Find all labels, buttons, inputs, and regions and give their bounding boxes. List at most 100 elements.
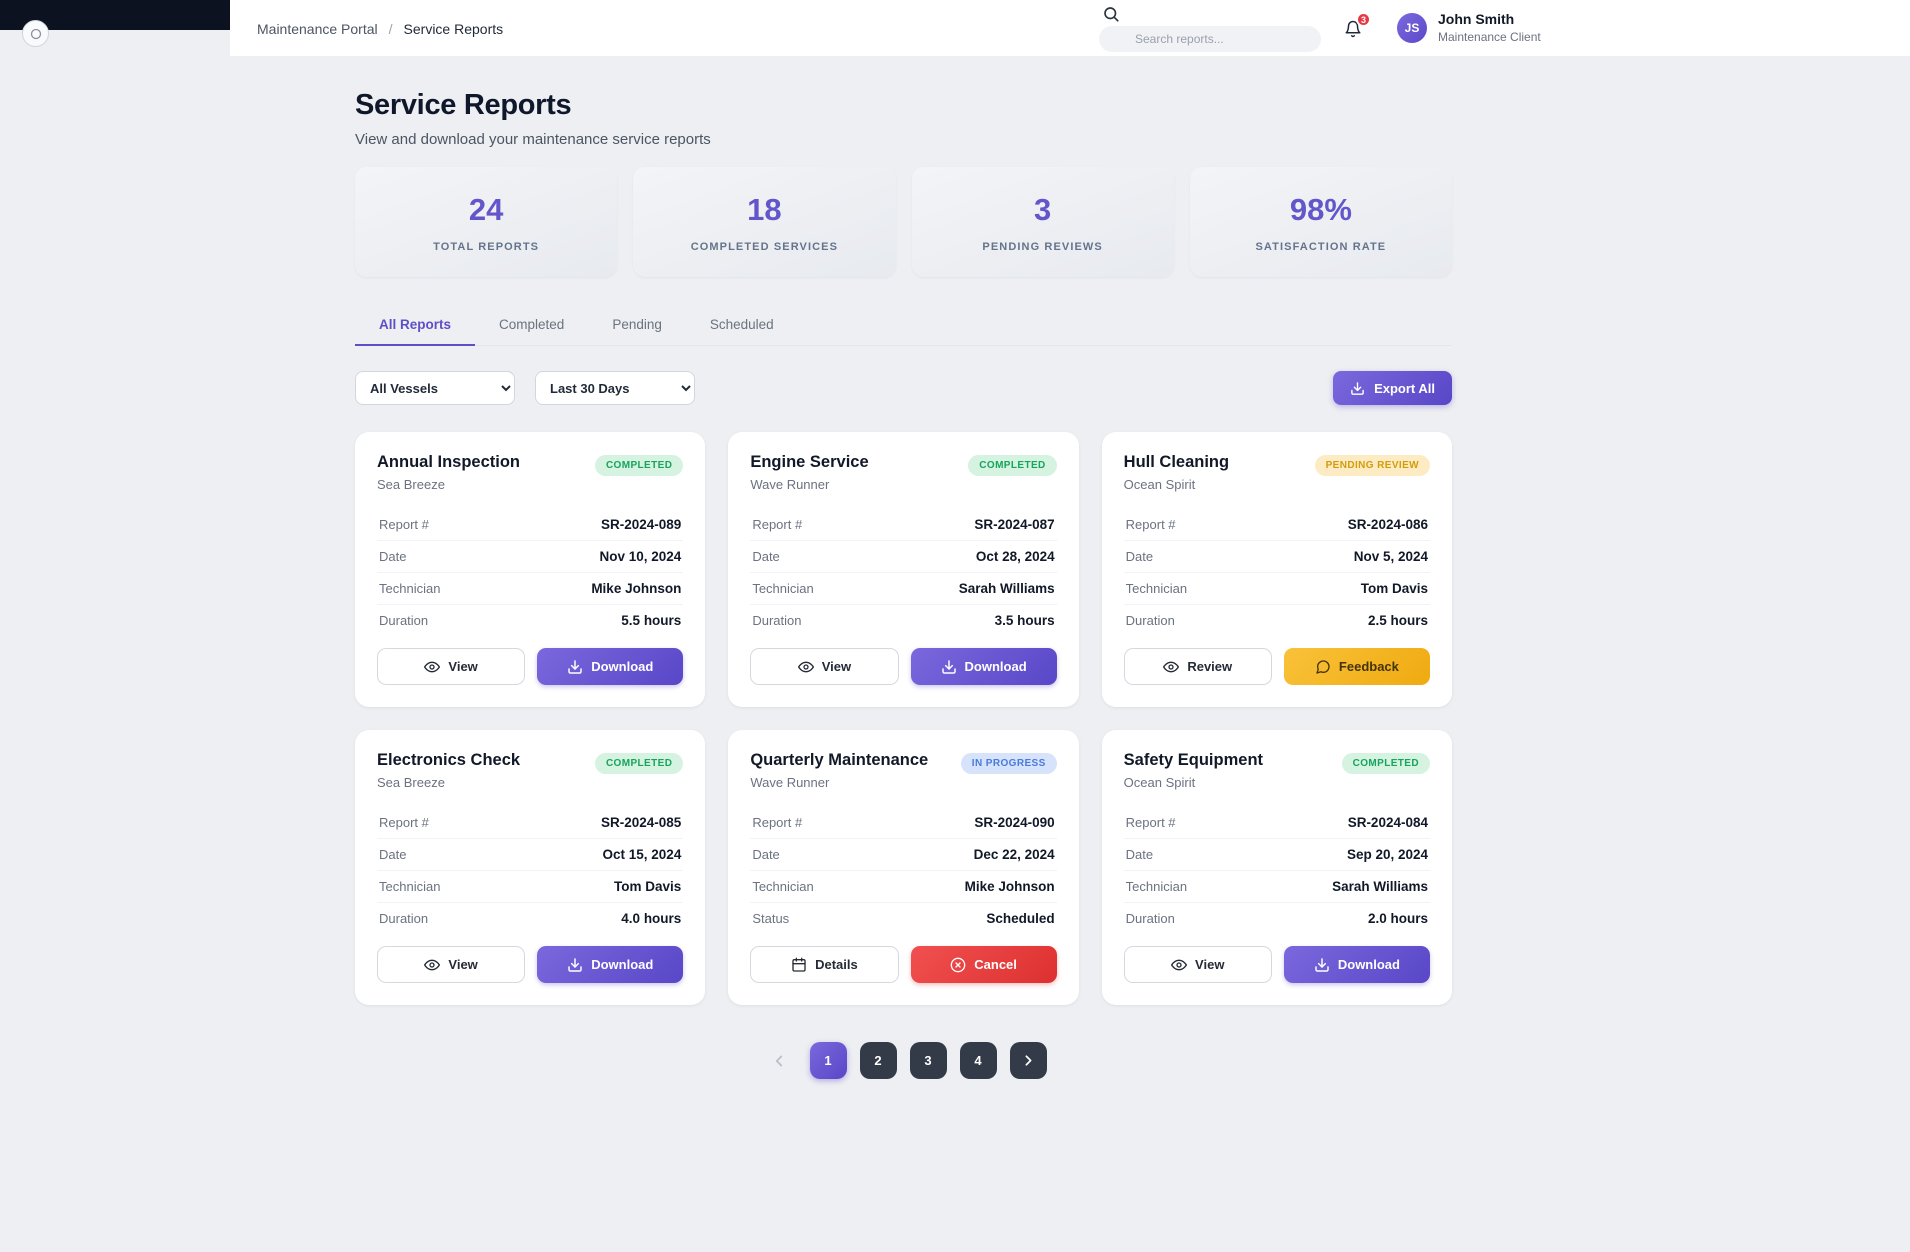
cancel-button[interactable]: Cancel [910,946,1057,983]
eye-icon [424,659,441,675]
report-card: Quarterly Maintenance Wave Runner IN PRO… [728,730,1079,1005]
field-row: Date Oct 28, 2024 [750,541,1057,573]
top-header: Maintenance Portal / Service Reports 3 J… [230,0,1910,57]
chevron-right-icon [1020,1052,1037,1069]
details-button[interactable]: Details [750,946,899,983]
status-badge: COMPLETED [594,455,684,476]
chat-icon [1315,659,1331,675]
page-button-1[interactable]: 1 [809,1042,847,1079]
user-role: Maintenance Client [1438,30,1541,44]
main-content: Service Reports View and download your m… [355,57,1452,1119]
field-row: Report # SR-2024-090 [750,807,1057,839]
report-vessel: Ocean Spirit [1123,775,1196,790]
report-title: Safety Equipment [1123,751,1264,769]
field-row: Date Nov 5, 2024 [1123,541,1430,573]
download-icon [567,957,583,973]
field-row: Date Nov 10, 2024 [377,541,684,573]
report-fields: Report # SR-2024-085 Date Oct 15, 2024 Tec… [377,807,684,934]
search-icon[interactable] [1102,5,1120,23]
field-row: Technician Sarah Williams [1123,871,1430,903]
report-vessel: Ocean Spirit [1123,477,1196,492]
breadcrumb-parent[interactable]: Maintenance Portal [257,20,378,37]
toggle-circle-icon [30,28,42,40]
feedback-button[interactable]: Feedback [1283,648,1430,685]
field-row: Technician Mike Johnson [750,871,1057,903]
report-fields: Report # SR-2024-090 Date Dec 22, 2024 Tec… [750,807,1057,934]
field-row: Date Dec 22, 2024 [750,839,1057,871]
download-button[interactable]: Download [537,648,684,685]
field-row: Duration 3.5 hours [752,613,1055,628]
stat-label: PENDING REVIEWS [982,240,1103,253]
vessel-filter-select[interactable]: All Vessels [355,371,515,405]
tab-all-reports[interactable]: All Reports [355,307,476,346]
field-row: Report # SR-2024-084 [1123,807,1430,839]
download-icon [567,659,583,675]
stat-value: 24 [468,191,504,227]
report-card: Engine Service Wave Runner COMPLETED Rep… [728,432,1079,707]
view-button[interactable]: View [750,648,899,685]
export-all-button[interactable]: Export All [1333,371,1452,405]
review-button[interactable]: Review [1123,648,1272,685]
breadcrumb: Maintenance Portal / Service Reports [257,0,503,57]
report-card: Hull Cleaning Ocean Spirit PENDING REVIE… [1101,432,1452,707]
calendar-icon [791,957,807,973]
report-vessel: Wave Runner [750,477,830,492]
field-row: Report # SR-2024-087 [750,509,1057,541]
user-avatar[interactable]: JS [1397,13,1427,43]
download-button[interactable]: Download [910,648,1057,685]
report-vessel: Sea Breeze [377,477,445,492]
stat-card-satisfaction-rate: 98% SATISFACTION RATE [1189,167,1452,277]
download-button[interactable]: Download [1283,946,1430,983]
stat-card-total-reports: 24 TOTAL REPORTS [355,167,618,277]
eye-icon [1171,957,1188,973]
field-row: Date Sep 20, 2024 [1123,839,1430,871]
field-row: Duration 5.5 hours [379,613,682,628]
notifications-button[interactable]: 3 [1343,12,1371,41]
download-icon [1314,957,1330,973]
user-name: John Smith [1438,11,1515,27]
status-badge: COMPLETED [968,455,1057,476]
period-filter-select[interactable]: Last 30 Days [535,371,695,405]
eye-icon [797,659,814,675]
breadcrumb-current: Service Reports [403,20,504,37]
tab-completed[interactable]: Completed [499,317,565,332]
reports-grid: Annual Inspection Sea Breeze COMPLETED R… [355,432,1452,1005]
bell-icon [1343,20,1363,41]
field-row: Duration 4.0 hours [379,911,682,926]
report-fields: Report # SR-2024-089 Date Nov 10, 2024 Tec… [377,509,684,636]
sidebar-toggle-button[interactable] [22,20,49,47]
stat-value: 98% [1289,191,1352,227]
page-button-2[interactable]: 2 [859,1042,897,1079]
page-button-3[interactable]: 3 [909,1042,947,1079]
download-button[interactable]: Download [537,946,684,983]
report-title: Quarterly Maintenance [750,751,929,769]
pagination: 1 2 3 4 [355,1042,1452,1119]
field-row: Report # SR-2024-085 [377,807,684,839]
user-info: John Smith Maintenance Client [1438,11,1541,44]
tab-scheduled[interactable]: Scheduled [709,317,774,332]
next-page-button[interactable] [1009,1042,1047,1079]
eye-icon [1163,659,1180,675]
stat-value: 3 [1034,191,1052,227]
field-row: Duration 2.5 hours [1125,613,1428,628]
report-card: Electronics Check Sea Breeze COMPLETED R… [355,730,706,1005]
download-icon [941,659,957,675]
search-input[interactable] [1099,26,1321,52]
stat-label: SATISFACTION RATE [1255,240,1387,253]
field-row: Technician Mike Johnson [377,573,684,605]
eye-icon [424,957,441,973]
view-button[interactable]: View [1123,946,1272,983]
prev-page-button[interactable] [761,1043,797,1079]
field-row: Report # SR-2024-086 [1123,509,1430,541]
status-badge: COMPLETED [594,753,684,774]
tab-pending[interactable]: Pending [612,317,662,332]
view-button[interactable]: View [377,648,526,685]
page-title: Service Reports [355,89,572,121]
page-button-4[interactable]: 4 [959,1042,997,1079]
report-title: Annual Inspection [377,453,521,471]
view-button[interactable]: View [377,946,526,983]
report-fields: Report # SR-2024-087 Date Oct 28, 2024 Tec… [750,509,1057,636]
stats-row: 24 TOTAL REPORTS 18 COMPLETED SERVICES 3… [355,167,1452,277]
download-icon [1350,381,1365,396]
field-row: Duration 2.0 hours [1125,911,1428,926]
